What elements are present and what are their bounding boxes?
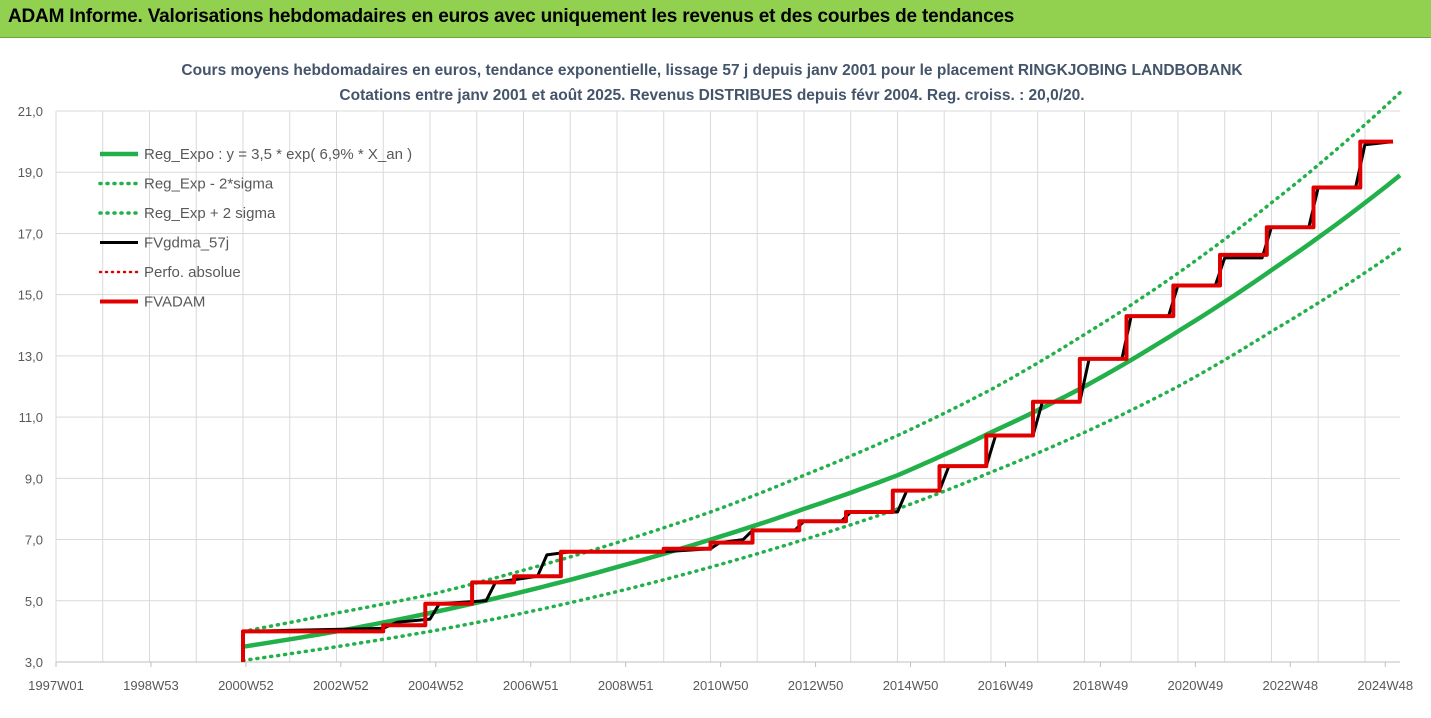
y-tick-label: 11,0 [19, 410, 43, 425]
legend-label: FVADAM [144, 294, 205, 311]
legend-label: Reg_Expo : y = 3,5 * exp( 6,9% * X_an ) [144, 146, 412, 163]
x-tick-label: 2002W52 [313, 678, 369, 693]
x-tick-label: 1997W01 [28, 678, 84, 693]
chart-subtitle: Cotations entre janv 2001 et août 2025. … [339, 87, 1084, 104]
y-tick-label: 21,0 [18, 104, 43, 119]
y-tick-label: 19,0 [18, 165, 43, 180]
legend: Reg_Expo : y = 3,5 * exp( 6,9% * X_an ) R… [98, 146, 412, 311]
axes: 3,0 5,0 7,0 9,0 11,0 13,0 15,0 17,0 19,0 21,0 1997… [18, 104, 1413, 693]
x-tick-label: 2000W52 [218, 678, 274, 693]
y-tick-label: 5,0 [25, 594, 43, 609]
x-tick-label: 2022W48 [1262, 678, 1318, 693]
series-line-2 [241, 90, 1402, 634]
series-line-0 [242, 173, 1402, 649]
x-tick-label: 2008W51 [598, 678, 654, 693]
y-tick-label: 7,0 [25, 533, 43, 548]
y-tick-label: 17,0 [18, 226, 43, 241]
chart: Cours moyens hebdomadaires en euros, ten… [0, 38, 1431, 718]
x-tick-label: 2004W52 [408, 678, 464, 693]
chart-title: Cours moyens hebdomadaires en euros, ten… [181, 62, 1243, 79]
x-tick-label: 2006W51 [503, 678, 559, 693]
page-title: ADAM Informe. Valorisations hebdomadaire… [8, 6, 1015, 27]
y-tick-label: 9,0 [25, 471, 43, 486]
legend-label: Reg_Exp - 2*sigma [144, 176, 274, 193]
x-tick-label: 2012W50 [788, 678, 844, 693]
x-tick-label: 2010W50 [693, 678, 749, 693]
y-tick-label: 13,0 [18, 349, 43, 364]
x-tick-label: 1998W53 [123, 678, 179, 693]
x-tick-label: 2024W48 [1357, 678, 1413, 693]
y-tick-label: 15,0 [18, 288, 43, 303]
x-tick-label: 2020W49 [1168, 678, 1224, 693]
series-line-5 [241, 139, 1393, 662]
legend-label: Reg_Exp + 2 sigma [144, 205, 276, 222]
x-tick-label: 2016W49 [978, 678, 1034, 693]
series-line-1 [241, 247, 1402, 663]
x-tick-label: 2018W49 [1073, 678, 1129, 693]
y-tick-label: 3,0 [25, 655, 43, 670]
legend-label: Perfo. absolue [144, 264, 241, 281]
header-bar: ADAM Informe. Valorisations hebdomadaire… [0, 0, 1431, 38]
series-layer [241, 90, 1402, 663]
x-tick-label: 2014W50 [883, 678, 939, 693]
legend-label: FVgdma_57j [144, 235, 229, 252]
